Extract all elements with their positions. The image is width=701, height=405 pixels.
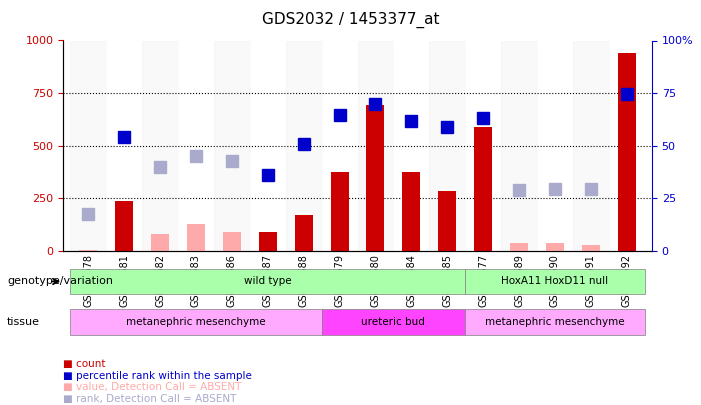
- Bar: [501, 40, 537, 251]
- Bar: [286, 40, 322, 251]
- Bar: [358, 40, 393, 251]
- Text: metanephric mesenchyme: metanephric mesenchyme: [485, 317, 625, 327]
- Bar: [223, 232, 241, 251]
- Text: genotype/variation: genotype/variation: [7, 277, 113, 286]
- Bar: [537, 40, 573, 251]
- Bar: [70, 40, 106, 251]
- Bar: [393, 40, 429, 251]
- Text: HoxA11 HoxD11 null: HoxA11 HoxD11 null: [501, 277, 608, 286]
- Bar: [178, 40, 214, 251]
- Bar: [618, 53, 636, 251]
- Text: GDS2032 / 1453377_at: GDS2032 / 1453377_at: [261, 12, 440, 28]
- Bar: [474, 127, 492, 251]
- Bar: [187, 224, 205, 251]
- Bar: [151, 234, 169, 251]
- Bar: [510, 243, 528, 251]
- Bar: [106, 40, 142, 251]
- Bar: [294, 215, 313, 251]
- Bar: [322, 40, 358, 251]
- Text: tissue: tissue: [7, 317, 40, 327]
- Text: ■ count: ■ count: [63, 360, 106, 369]
- Bar: [250, 40, 286, 251]
- Bar: [331, 172, 348, 251]
- Text: ■ percentile rank within the sample: ■ percentile rank within the sample: [63, 371, 252, 381]
- Bar: [259, 232, 277, 251]
- FancyBboxPatch shape: [465, 309, 645, 335]
- Bar: [214, 40, 250, 251]
- Text: ureteric bud: ureteric bud: [362, 317, 426, 327]
- Bar: [142, 40, 178, 251]
- Text: ■ value, Detection Call = ABSENT: ■ value, Detection Call = ABSENT: [63, 382, 241, 392]
- Bar: [609, 40, 645, 251]
- Bar: [465, 40, 501, 251]
- FancyBboxPatch shape: [322, 309, 465, 335]
- Bar: [573, 40, 609, 251]
- Text: wild type: wild type: [244, 277, 292, 286]
- Bar: [115, 200, 133, 251]
- Bar: [429, 40, 465, 251]
- Bar: [582, 245, 600, 251]
- Text: ■ rank, Detection Call = ABSENT: ■ rank, Detection Call = ABSENT: [63, 394, 236, 403]
- Bar: [79, 250, 97, 251]
- Bar: [367, 105, 384, 251]
- FancyBboxPatch shape: [70, 269, 465, 294]
- Bar: [438, 191, 456, 251]
- Text: metanephric mesenchyme: metanephric mesenchyme: [126, 317, 266, 327]
- FancyBboxPatch shape: [70, 309, 322, 335]
- Bar: [546, 243, 564, 251]
- FancyBboxPatch shape: [465, 269, 645, 294]
- Bar: [402, 172, 421, 251]
